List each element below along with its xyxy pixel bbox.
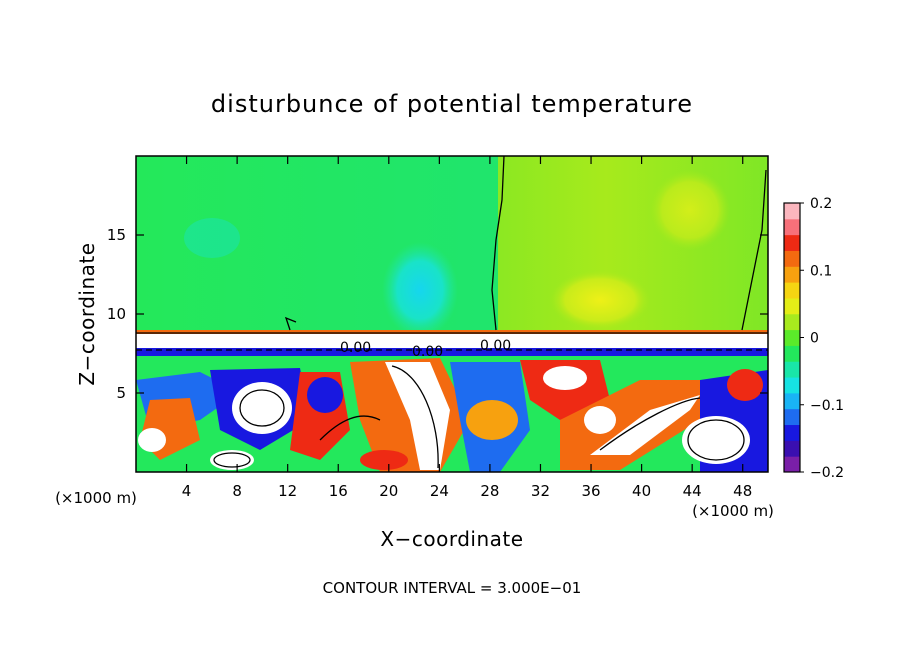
colorbar-swatch xyxy=(784,440,800,457)
colorbar-swatch xyxy=(784,408,800,426)
contour-interval-label: CONTOUR INTERVAL = 3.000E−01 xyxy=(323,579,582,597)
chart-title: disturbunce of potential temperature xyxy=(211,90,693,118)
x-tick-label: 28 xyxy=(480,482,499,500)
x-axis-title: X−coordinate xyxy=(380,527,523,551)
x-tick-label: 44 xyxy=(683,482,702,500)
x-axis: 4 8 12 16 20 24 28 32 36 40 44 48 xyxy=(182,156,752,500)
x-tick-label: 20 xyxy=(379,482,398,500)
y-tick-label: 10 xyxy=(107,305,126,323)
contour-label: 0.00 xyxy=(340,340,371,356)
colorbar-swatch xyxy=(784,345,800,362)
y-tick-label: 5 xyxy=(116,384,126,402)
heatmap-field: 0.00 0.00 0.00 xyxy=(136,156,768,472)
y-axis-title: Z−coordinate xyxy=(75,242,99,385)
x-tick-label: 8 xyxy=(232,482,242,500)
colorbar-swatch xyxy=(784,234,800,251)
x-tick-label: 48 xyxy=(733,482,752,500)
x-tick-label: 40 xyxy=(632,482,651,500)
x-unit-label-left: (×1000 m) xyxy=(55,489,137,507)
x-tick-label: 4 xyxy=(182,482,192,500)
colorbar-tick-label: 0.2 xyxy=(810,196,832,212)
colorbar-swatch xyxy=(784,456,800,473)
colorbar: 0.2 0.1 0 −0.1 −0.2 xyxy=(783,196,844,481)
colorbar-swatch xyxy=(784,361,800,378)
x-tick-label: 32 xyxy=(531,482,550,500)
colorbar-swatch xyxy=(784,329,800,346)
y-axis: 5 10 15 xyxy=(107,226,768,402)
x-unit-label-right: (×1000 m) xyxy=(692,502,774,520)
colorbar-swatch xyxy=(784,313,800,331)
colorbar-swatch xyxy=(784,203,800,220)
colorbar-swatch xyxy=(784,424,800,441)
colorbar-swatch xyxy=(784,282,800,299)
x-tick-label: 16 xyxy=(329,482,348,500)
colorbar-swatch xyxy=(784,392,800,410)
colorbar-tick-label: −0.2 xyxy=(810,465,844,481)
contour-label: 0.00 xyxy=(412,344,443,360)
colorbar-tick-label: 0 xyxy=(810,331,819,347)
y-tick-label: 15 xyxy=(107,226,126,244)
colorbar-swatch xyxy=(784,218,800,236)
colorbar-swatch xyxy=(784,266,800,283)
x-tick-label: 12 xyxy=(278,482,297,500)
contour-labels: 0.00 0.00 0.00 xyxy=(340,338,511,360)
colorbar-swatch xyxy=(784,377,800,394)
colorbar-tick-label: −0.1 xyxy=(810,398,844,414)
colorbar-tick-label: 0.1 xyxy=(810,263,832,279)
colorbar-swatch xyxy=(784,297,800,315)
colorbar-swatch xyxy=(784,250,800,267)
contour-label: 0.00 xyxy=(480,338,511,354)
x-tick-label: 24 xyxy=(430,482,449,500)
x-tick-label: 36 xyxy=(581,482,600,500)
